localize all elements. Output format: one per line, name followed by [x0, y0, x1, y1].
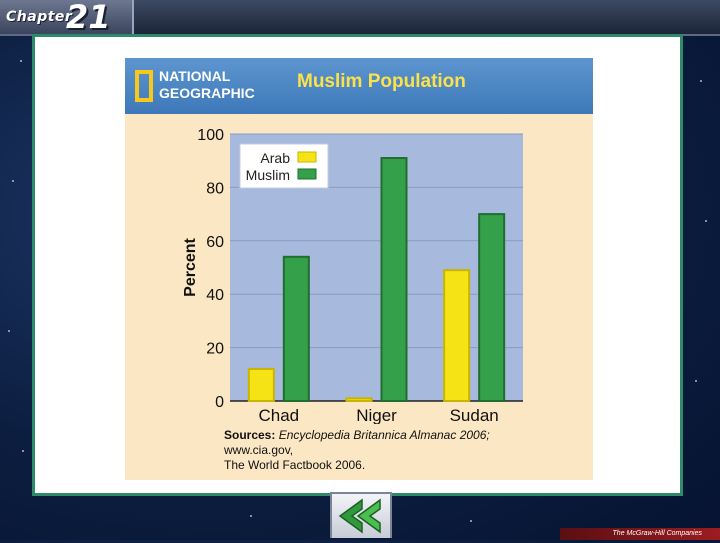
y-axis-label: Percent [182, 237, 199, 296]
chapter-label: Chapter [6, 9, 73, 25]
chapter-number: 21 [66, 0, 111, 36]
logo-line1: NATIONAL [159, 68, 231, 84]
y-tick-label: 40 [206, 287, 224, 304]
bar-arab-sudan [443, 269, 471, 402]
bar-muslim-niger [380, 157, 408, 402]
y-tick-label: 20 [206, 341, 224, 358]
publisher-bar: The McGraw-Hill Companies [560, 528, 720, 540]
sources-cia: www.cia.gov, [224, 443, 294, 457]
logo-line2: GEOGRAPHIC [159, 85, 255, 101]
chart-title: Muslim Population [297, 71, 466, 92]
sources-note: Sources: Encyclopedia Britannica Almanac… [224, 428, 524, 473]
legend-swatch-muslim [297, 168, 317, 180]
x-tick-label: Niger [356, 406, 397, 424]
y-tick-label: 100 [197, 127, 224, 144]
double-chevron-left-icon [338, 498, 381, 534]
back-button[interactable] [330, 492, 392, 538]
bar-arab-niger [345, 397, 373, 402]
bar-muslim-sudan [478, 213, 506, 402]
sources-almanac: Encyclopedia Britannica Almanac 2006; [278, 428, 490, 442]
sources-factbook: The World Factbook 2006. [224, 458, 366, 472]
bar-arab-chad [247, 367, 275, 403]
y-tick-label: 0 [215, 394, 224, 411]
bar-chart: 0 20 40 60 80 100 Percent Chad Niger Sudan ArabMus… [182, 127, 523, 424]
y-tick-label: 60 [206, 234, 224, 251]
figure-header: NATIONAL GEOGRAPHIC Muslim Population [125, 58, 593, 114]
publisher-name: The McGraw-Hill Companies [612, 530, 702, 537]
national-geographic-logo: NATIONAL GEOGRAPHIC [135, 68, 259, 106]
chart-figure: NATIONAL GEOGRAPHIC Muslim Population 0 2… [125, 58, 593, 480]
y-tick-label: 80 [206, 180, 224, 197]
x-tick-label: Sudan [450, 406, 499, 424]
header-bar: Chapter 21 [0, 0, 720, 36]
ng-yellow-frame-icon [135, 70, 153, 102]
sources-label: Sources: [224, 428, 276, 442]
chapter-tab: Chapter 21 [0, 0, 134, 34]
legend-swatch-arab [297, 151, 317, 163]
x-tick-label: Chad [259, 406, 300, 424]
legend-box [239, 143, 329, 189]
bar-muslim-chad [282, 255, 310, 402]
legend-label: Arab [260, 150, 290, 166]
legend-label: Muslim [246, 167, 290, 183]
